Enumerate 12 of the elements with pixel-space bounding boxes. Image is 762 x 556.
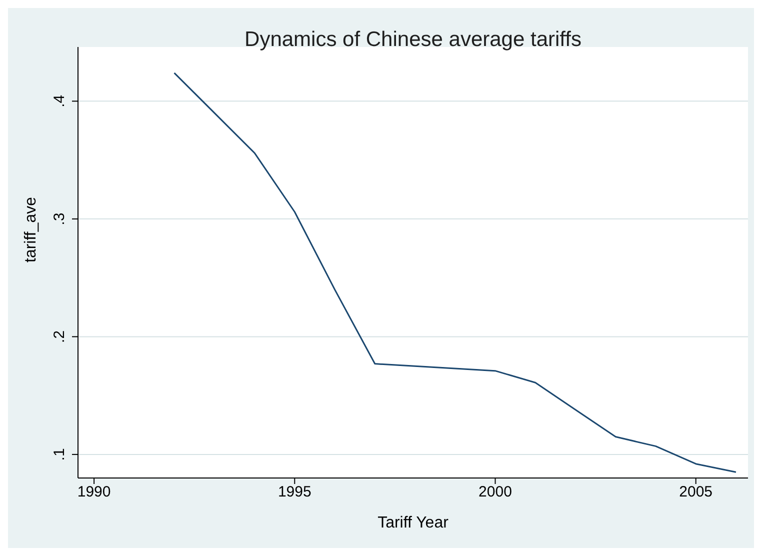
x-tick-label: 1990: [77, 484, 111, 501]
x-tick-label: 2005: [679, 484, 713, 501]
x-tick-label: 2000: [478, 484, 512, 501]
y-tick-label: .4: [51, 94, 68, 108]
y-tick-label: .2: [51, 330, 68, 343]
line-series: [174, 72, 737, 473]
x-axis-title: Tariff Year: [378, 514, 450, 532]
y-tick-label: .3: [51, 212, 68, 226]
y-axis-title: tariff_ave: [22, 196, 40, 262]
y-tick-label: .1: [51, 448, 68, 461]
chart-title: Dynamics of Chinese average tariffs: [244, 28, 582, 52]
x-tick-label: 1995: [278, 484, 312, 501]
